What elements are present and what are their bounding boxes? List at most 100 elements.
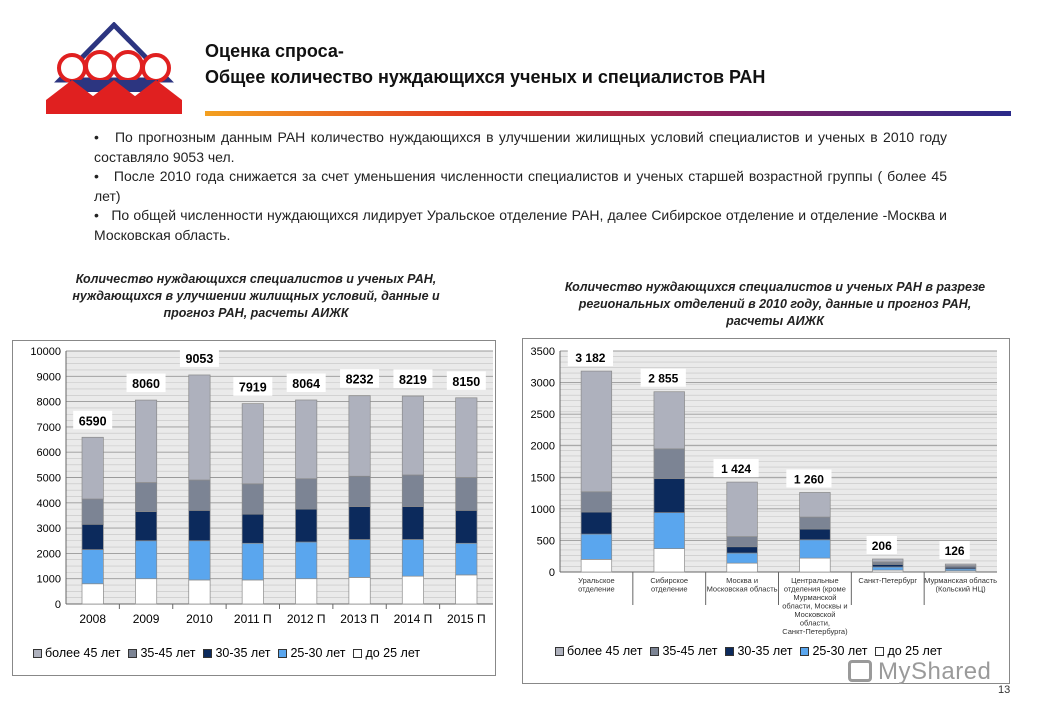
bar-segment [135,578,158,605]
bar-segment [726,536,758,548]
legend-item: более 45 лет [33,646,120,660]
bar-segment [944,563,977,567]
total-label: 8150 [452,375,480,389]
total-label-bg [446,371,486,390]
bar-segment [188,540,211,581]
bar-segment [241,403,264,485]
total-label: 3 182 [575,351,605,365]
y-tick-label: 10000 [30,346,61,358]
bar-segment [295,578,318,605]
x-tick-label: Сибирское отделение [650,576,688,594]
bar-segment [81,498,104,525]
bar-segment [241,542,264,581]
page-number: 13 [998,684,1011,696]
legend-swatch [555,646,564,656]
total-label: 1 260 [794,472,824,486]
watermark: MyShared [848,658,991,686]
bar-segment [401,539,424,577]
legend-swatch [875,646,885,656]
total-label: 6590 [79,414,107,428]
bar-segment [188,579,211,605]
y-tick-label: 7000 [37,422,61,434]
chart2-title: Количество нуждающихся специалистов и уч… [564,280,986,328]
bar-segment [401,395,424,476]
chart1-legend: более 45 лет 35-45 лет 30-35 лет 25-30 лет д… [33,646,428,660]
total-label-bg [73,410,113,430]
legend-swatch [128,648,138,658]
bar-segment [653,478,685,513]
y-tick-label: 1500 [531,472,555,484]
bar-segment [872,566,904,571]
bar-segment [799,492,831,518]
bar-segment [653,548,685,573]
bar-segment [135,399,158,483]
total-label-bg [393,369,433,389]
legend-swatch [353,648,363,658]
bar-segment [726,562,758,573]
bar-segment [580,370,613,493]
legend-label: 30-35 лет [737,644,793,658]
legend-swatch [800,646,810,656]
y-tick-label: 1000 [37,574,61,586]
bar-segment [872,561,904,565]
bar-segment [241,579,264,605]
bar-segment [726,481,758,537]
y-tick-label: 500 [537,535,555,547]
bullet-item: • По общей численности нуждающихся лидир… [94,207,947,243]
bar-segment [401,575,424,605]
title-line-2: Общее количество нуждающихся ученых и сп… [205,67,766,87]
total-label: 1 424 [721,462,751,476]
bar-segment [81,523,104,550]
legend-label: 25-30 лет [290,646,346,660]
y-tick-label: 3000 [37,523,61,535]
watermark-icon [848,660,872,682]
bullet-item: • После 2010 года снижается за счет умен… [94,168,947,204]
legend-swatch [650,646,660,656]
legend-label: 30-35 лет [215,646,271,660]
chart2-legend: более 45 лет 35-45 лет 30-35 лет 25-30 лет д… [555,644,950,658]
bar-segment [241,483,264,515]
y-tick-label: 2000 [37,548,61,560]
bar-segment [81,436,104,500]
bar-segment [455,397,478,478]
bar-segment [580,511,613,535]
legend-label: 25-30 лет [812,644,868,658]
total-label: 8060 [132,377,160,391]
y-tick-label: 5000 [37,473,61,485]
total-label-bg [567,348,614,367]
legend-item: более 45 лет [555,644,642,658]
y-tick-label: 1000 [531,504,555,516]
total-label: 8232 [346,373,374,387]
bar-segment [135,540,158,580]
x-tick-label: Санкт-Петербург [858,576,917,585]
legend-item: 25-30 лет [278,646,345,660]
bar-segment [241,513,264,544]
bar-segment [295,478,318,510]
bar-segment [799,557,831,573]
bullet-list: • По прогнозным данным РАН количество ну… [94,128,947,245]
total-label: 8219 [399,373,427,387]
bar-segment [348,506,371,540]
bar-segment [455,510,478,544]
bar-segment [580,559,613,573]
legend-item: 35-45 лет [650,644,717,658]
bar-segment [295,508,318,543]
legend-swatch [278,648,288,658]
legend-item: до 25 лет [875,644,942,658]
total-label: 7919 [239,381,267,395]
y-tick-label: 2500 [531,409,555,421]
legend-label: более 45 лет [45,646,121,660]
bar-segment [401,474,424,507]
bar-segment [872,558,904,563]
x-tick-label: 2015 П [447,612,486,626]
x-tick-label: 2012 П [287,612,326,626]
bar-segment [653,448,685,479]
y-tick-label: 3000 [531,378,555,390]
bar-segment [348,539,371,578]
bar-segment [295,541,318,580]
legend-item: 30-35 лет [203,646,270,660]
bar-segment [580,491,613,513]
bar-segment [726,552,758,564]
x-tick-label: 2010 [186,612,213,626]
bar-segment [580,533,613,560]
